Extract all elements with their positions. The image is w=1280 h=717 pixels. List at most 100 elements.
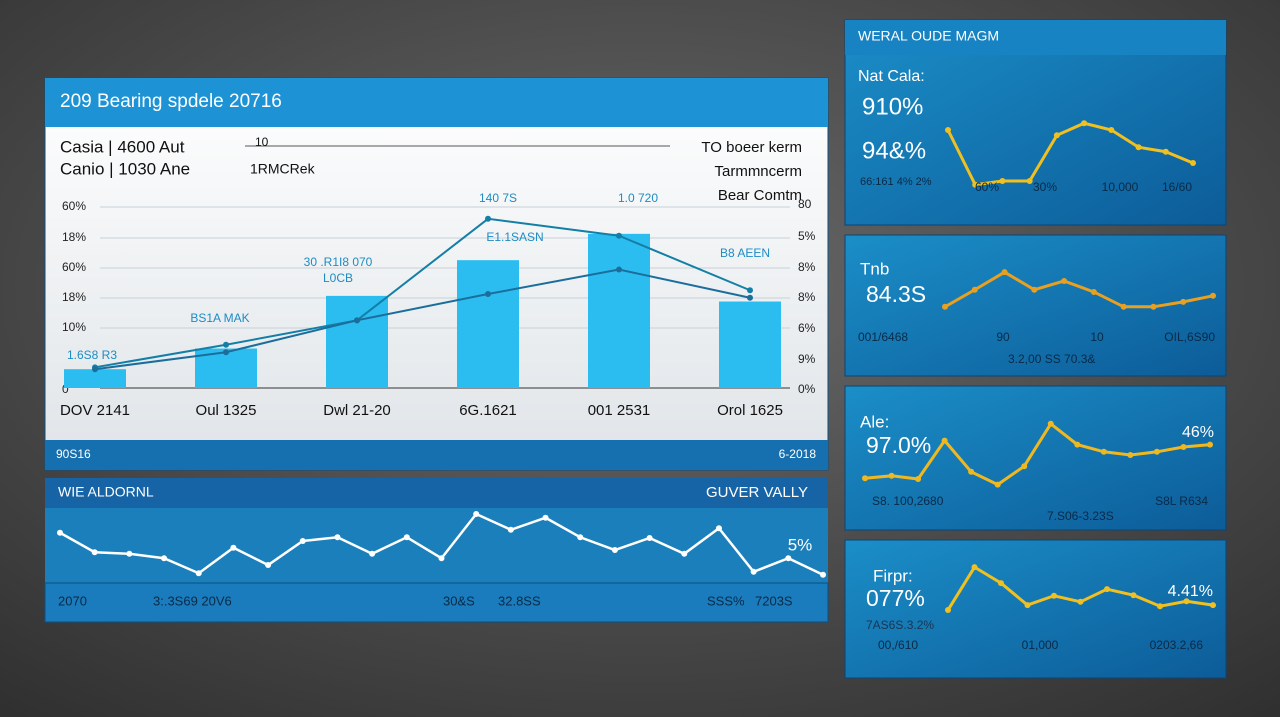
- point: [1090, 288, 1097, 295]
- label: Ale:: [860, 412, 889, 431]
- label: BS1A MAK: [190, 311, 249, 325]
- label: 3:.3S69 20V6: [153, 593, 232, 608]
- point: [57, 529, 63, 536]
- point: [485, 291, 491, 297]
- point: [971, 286, 978, 293]
- main-footer: [45, 440, 828, 470]
- bar: [457, 260, 519, 388]
- point: [616, 232, 622, 239]
- label: 97.0%: [866, 432, 931, 458]
- label: 32.8SS: [498, 593, 541, 608]
- point: [1130, 592, 1137, 599]
- label: SSS%: [707, 593, 745, 608]
- line: [94, 217, 751, 369]
- label: WERAL OUDE MAGM: [858, 28, 999, 44]
- point: [888, 472, 895, 479]
- point: [1157, 603, 1163, 610]
- label: 910%: [862, 93, 923, 120]
- label: L0CB: [323, 271, 353, 285]
- label: 5%: [798, 229, 816, 243]
- point: [485, 215, 491, 222]
- label: 140 7S: [479, 191, 517, 205]
- point: [1180, 444, 1187, 450]
- point: [1190, 160, 1196, 166]
- label: 10: [1090, 330, 1104, 344]
- bar: [326, 295, 388, 388]
- point: [1081, 120, 1088, 127]
- label: 8%: [798, 260, 816, 274]
- point: [354, 317, 360, 324]
- label: 2070: [58, 593, 87, 608]
- point: [92, 366, 98, 373]
- label: 30&S: [443, 593, 475, 608]
- label: 1.6S8 R3: [67, 348, 117, 362]
- main-header: [45, 78, 828, 127]
- bar: [64, 369, 126, 388]
- point: [1104, 586, 1110, 593]
- point: [945, 607, 951, 614]
- label: 077%: [866, 585, 925, 611]
- label: 30 .R1I8 070: [304, 255, 373, 269]
- point: [1031, 286, 1038, 293]
- point: [542, 514, 549, 521]
- point: [1100, 448, 1107, 455]
- point: [369, 550, 376, 557]
- point: [998, 580, 1004, 587]
- line: [864, 421, 1211, 487]
- point: [968, 468, 975, 475]
- label: S8. 100,2680: [872, 494, 944, 508]
- label: OIL,6S90: [1164, 330, 1215, 344]
- point: [1108, 127, 1115, 133]
- label: 6%: [798, 321, 816, 335]
- label: 001 2531: [588, 402, 651, 419]
- label: TO boeer kerm: [701, 139, 802, 156]
- point: [1153, 448, 1160, 455]
- point: [971, 564, 978, 571]
- bar: [719, 301, 781, 388]
- point: [1077, 598, 1084, 605]
- point: [1207, 441, 1213, 448]
- point: [1150, 303, 1157, 310]
- label: 6G.1621: [459, 402, 517, 419]
- label: 90: [996, 330, 1010, 344]
- point: [750, 568, 757, 575]
- point: [507, 526, 514, 533]
- point: [577, 534, 584, 541]
- label: 001/6468: [858, 330, 908, 344]
- label: E1.1SASN: [486, 230, 543, 244]
- label: DOV 2141: [60, 402, 130, 419]
- point: [611, 547, 618, 553]
- point: [1021, 463, 1028, 470]
- label: 7.S06-3.23S: [1047, 509, 1114, 523]
- point: [915, 476, 922, 482]
- point: [945, 127, 951, 133]
- label: 66:161 4% 2%: [860, 176, 932, 188]
- label: 30%: [1033, 180, 1057, 194]
- line: [946, 121, 1194, 187]
- label: 16/60: [1162, 180, 1192, 194]
- label: 60%: [62, 260, 86, 274]
- label: 00,/610: [878, 638, 918, 652]
- label: 0: [62, 382, 69, 396]
- point: [1001, 269, 1008, 276]
- label: 80: [798, 197, 812, 211]
- point: [941, 437, 948, 444]
- label: 90S16: [56, 447, 91, 461]
- label: Orol 1625: [717, 402, 783, 419]
- card: [844, 385, 1227, 531]
- point: [1135, 144, 1142, 151]
- sub-header: [45, 478, 828, 508]
- label: 1RMCRek: [250, 161, 316, 177]
- point: [1183, 598, 1190, 605]
- point: [994, 481, 1001, 488]
- point: [1210, 602, 1216, 609]
- label: 01,000: [1022, 638, 1059, 652]
- point: [334, 534, 341, 541]
- point: [681, 550, 688, 557]
- label: 10,000: [1102, 180, 1139, 194]
- point: [785, 555, 792, 562]
- label: WIE ALDORNL: [58, 484, 154, 500]
- point: [1053, 132, 1060, 139]
- point: [1051, 592, 1057, 599]
